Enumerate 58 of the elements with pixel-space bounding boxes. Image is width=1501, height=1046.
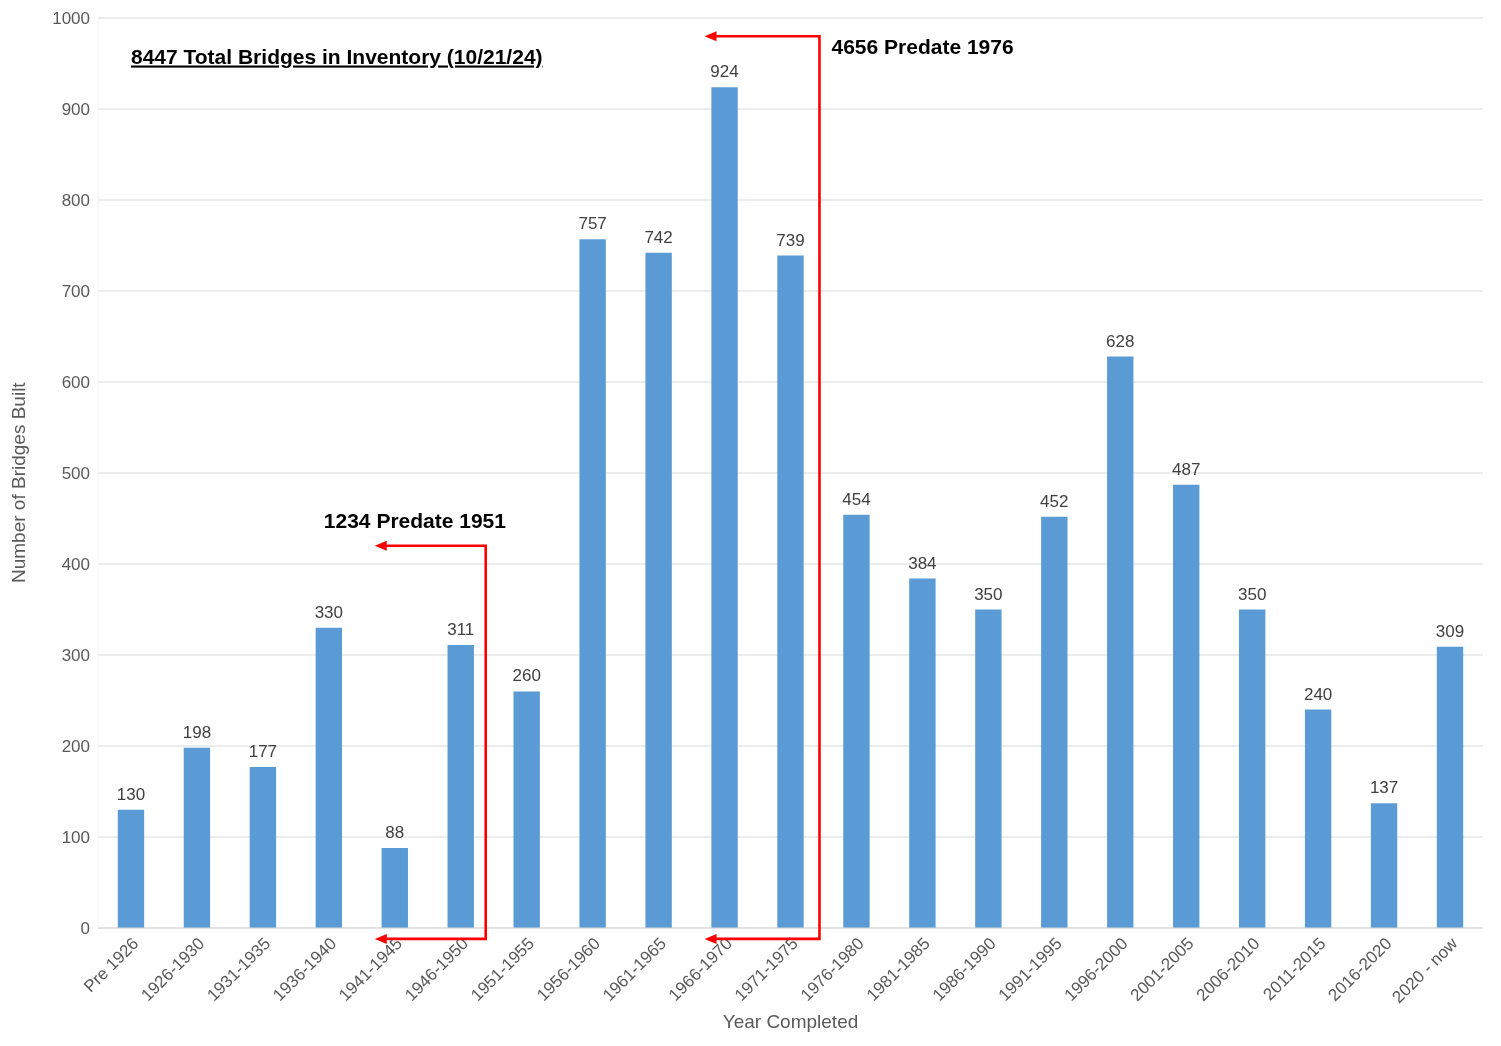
data-label: 454 [842,489,871,509]
y-tick-label: 800 [61,191,90,211]
bar [1436,646,1464,928]
bar [1238,609,1266,928]
bar [1041,516,1068,928]
bar [381,847,408,928]
data-label: 924 [710,62,739,82]
data-label: 309 [1435,621,1465,641]
data-label: 330 [314,602,344,622]
y-tick-label: 400 [61,555,90,575]
bar [645,252,672,928]
bar [513,691,540,928]
bar [711,87,738,928]
data-label: 88 [385,822,405,842]
data-label: 739 [776,230,805,250]
bar [117,809,145,928]
y-tick-label: 300 [61,646,90,666]
data-label: 350 [974,584,1003,604]
bar [909,578,936,928]
data-label: 452 [1040,491,1069,511]
annotation: 4656 Predate 1976 [831,35,1014,59]
data-label: 742 [644,227,673,247]
data-label: 628 [1106,331,1135,351]
bar [447,644,474,928]
data-label: 757 [578,214,607,234]
bar [579,239,606,928]
data-label: 177 [248,741,278,761]
y-tick-label: 500 [61,464,90,484]
bar [249,766,277,928]
data-label: 130 [116,784,146,804]
bar [1107,356,1134,928]
data-label: 487 [1172,459,1201,479]
bar [777,255,804,928]
y-axis-title: Number of Bridges Built [7,381,29,583]
bar [1370,803,1398,928]
data-label: 260 [512,666,541,686]
annotation: 1234 Predate 1951 [323,508,507,532]
y-tick-label: 100 [61,828,90,848]
bar [975,609,1002,928]
bar [1173,484,1200,928]
data-label: 240 [1303,684,1333,704]
bar [1304,709,1332,928]
x-axis-title: Year Completed [722,1011,859,1032]
y-tick-label: 600 [61,373,90,393]
data-label: 350 [1237,584,1267,604]
y-tick-label: 200 [61,737,90,757]
data-label: 384 [908,553,937,573]
y-tick-label: 900 [61,100,90,120]
y-tick-label: 700 [61,282,90,302]
data-label: 137 [1369,778,1399,798]
data-label: 311 [447,619,475,639]
data-label: 198 [182,722,212,742]
bar [843,514,870,928]
y-tick-label: 1000 [52,9,90,29]
y-tick-label: 0 [80,919,90,939]
bar [315,627,343,928]
bar [183,747,211,928]
annotation: 8447 Total Bridges in Inventory (10/21/24) [130,44,543,68]
